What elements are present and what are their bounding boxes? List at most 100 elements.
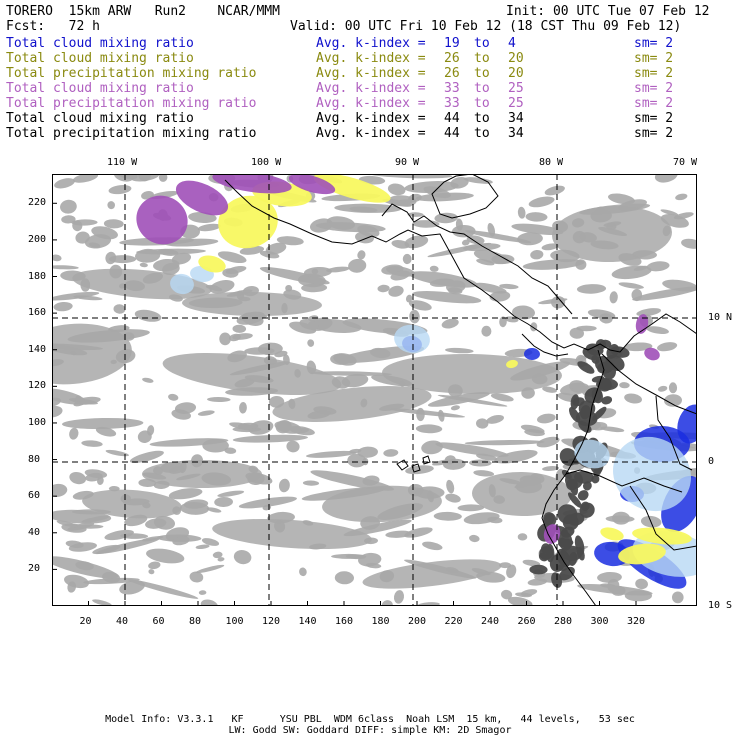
cloud-patch [404,235,429,249]
y-tick-label: 200 [28,233,47,245]
cloud-patch [56,520,78,528]
cloud-patch [664,394,682,407]
physics-info: LW: Godd SW: Goddard DIFF: simple KM: 2D… [228,725,512,736]
legend-field: Total cloud mixing ratio [6,36,194,51]
legend-to: to [474,96,490,111]
cloud-patch [52,291,100,301]
convective-core [577,490,589,501]
cloud-patch [142,377,154,383]
cloud-patch [476,453,498,461]
cloud-patch [476,418,489,429]
legend-to: to [474,66,490,81]
legend-end: 25 [508,81,524,96]
cloud-patch [195,544,210,550]
cloud-patch [457,504,485,512]
cloud-patch [334,571,354,585]
cloud-patch [499,562,512,569]
cloud-patch [108,185,132,195]
cloud-patch [506,564,517,579]
cloud-patch [464,230,532,244]
cloud-patch [183,499,209,509]
cloud-patch [113,304,126,314]
frame-ticks [52,174,697,606]
cloud-patch [517,232,543,246]
cloud-patch [75,395,82,403]
cloud-patch [646,261,670,272]
cloud-band [362,559,502,589]
convective-core [543,512,557,527]
cloud-patch [463,177,493,184]
cloud-patch [537,413,556,424]
convective-core [557,504,578,524]
legend-sm: sm= 2 [634,126,674,141]
precip-area [600,527,624,541]
cloud-patch [60,199,77,214]
cloud-patch [490,393,514,402]
x-tick-label: 160 [335,616,354,627]
cloud-patch [393,590,405,604]
x-tick-label: 100 [225,616,244,627]
cloud-patch [525,212,548,222]
cloud-patch [450,177,469,189]
cloud-patch [217,557,225,562]
cloud-patch [441,318,459,329]
cloud-band [142,460,262,488]
y-tick-label: 120 [28,380,47,392]
cloud-patch [551,296,566,309]
cloud-patch [120,533,149,539]
legend-end: 4 [508,36,516,51]
longitude-label: 100 W [251,157,282,168]
cloud-patch [494,449,538,464]
legend-avg: Avg. k-index = [316,66,426,81]
cloud-patch [429,278,455,287]
cloud-patch [62,417,144,430]
cloud-patch [512,305,535,320]
cloud-patch [217,490,245,497]
cloud-patch [189,571,204,583]
x-tick-label: 180 [371,616,390,627]
cloud-patch [195,564,225,574]
weather-map [52,174,697,606]
south-america-coast [541,349,605,606]
cloud-patch [208,285,223,292]
cloud-patch [657,342,678,352]
legend-from: 26 [444,66,460,81]
cloud-patch [137,430,152,443]
convective-core [565,471,583,490]
legend-field: Total cloud mixing ratio [6,81,194,96]
cloud-patch [527,578,548,586]
longitude-label: 110 W [107,157,138,168]
cloud-patch [587,309,616,320]
legend-field: Total precipitation mixing ratio [6,126,257,141]
cloud-patch [415,424,443,434]
cloud-patch [662,279,697,292]
cloud-patch [149,438,229,447]
precip-area [618,543,666,565]
convective-core [560,545,583,561]
cloud-patch [307,339,315,347]
cloud-patch [407,212,424,217]
cloud-band [162,353,342,395]
cloud-patch [544,185,565,196]
cloud-patch [107,201,116,210]
legend-sm: sm= 2 [634,81,674,96]
legend-avg: Avg. k-index = [316,96,426,111]
model-title: TORERO 15km ARW Run2 NCAR/MMM [6,4,280,19]
cloud-patch [412,220,440,228]
cloud-patch [232,324,247,333]
cloud-patch [447,287,463,295]
cloud-patch [387,183,406,196]
latitude-label: 10 N [708,312,733,323]
legend-sm: sm= 2 [634,36,674,51]
cloud-patch [461,239,470,246]
cloud-patch [522,559,541,567]
precip-area [506,359,518,369]
x-tick-label: 260 [517,616,536,627]
cloud-patch [104,529,134,541]
cloud-patch [416,407,425,422]
cloud-patch [239,402,247,414]
cloud-patch [95,426,117,437]
cloud-patch [53,301,73,312]
y-tick-label: 160 [28,307,47,319]
grid-lines [52,174,697,606]
